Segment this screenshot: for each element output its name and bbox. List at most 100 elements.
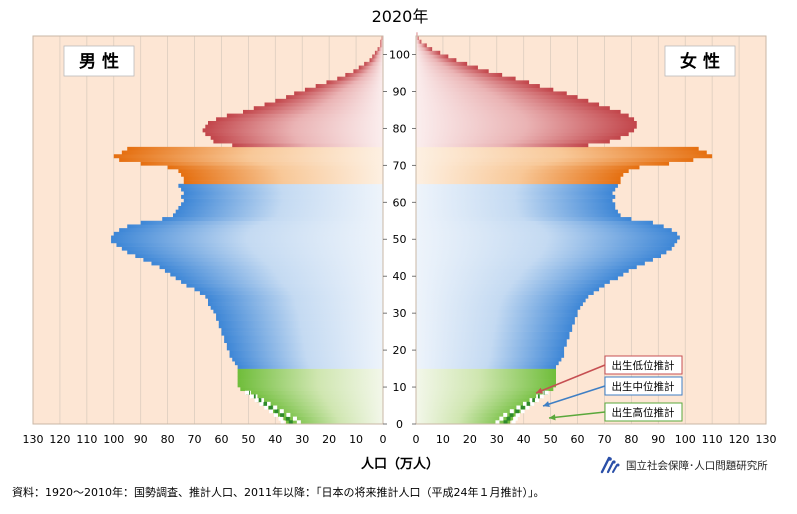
male-fan-low-0 [296, 420, 301, 425]
male-bar-age-102 [380, 43, 383, 48]
male-bar-age-92 [326, 80, 383, 85]
y-tick-label-30: 30 [393, 307, 407, 320]
female-bar-age-77 [416, 135, 621, 140]
female-bar-age-99 [416, 54, 449, 59]
female-bar-age-5 [416, 401, 532, 406]
male-bar-age-55 [162, 217, 383, 222]
male-bar-age-17 [232, 357, 383, 362]
female-bar-age-67 [416, 172, 624, 177]
male-bar-age-15 [237, 364, 383, 369]
male-fan-mid-1 [285, 416, 290, 421]
female-bar-age-37 [416, 283, 605, 288]
legend-arrow-1 [542, 385, 606, 407]
female-bar-age-15 [416, 364, 556, 369]
female-fan-mid-0 [503, 420, 508, 425]
male-bar-age-45 [135, 254, 383, 259]
male-bar-age-5 [261, 401, 383, 406]
male-bar-age-95 [353, 69, 383, 74]
female-bar-age-95 [416, 69, 489, 74]
x-tick-left-120: 120 [49, 433, 70, 446]
male-bar-age-68 [178, 169, 383, 174]
projection-fans [245, 390, 549, 425]
male-fan-low-4 [273, 405, 278, 410]
x-tick-right-0: 0 [413, 433, 420, 446]
male-fan-mid-0 [288, 420, 293, 425]
male-bar-age-0 [286, 420, 383, 425]
female-bar-age-48 [416, 242, 675, 247]
male-bar-age-64 [178, 183, 383, 188]
female-bar-age-27 [416, 320, 575, 325]
male-bar-age-77 [210, 135, 383, 140]
organization-logo-icon [600, 456, 620, 474]
male-bar-age-30 [213, 309, 383, 314]
male-bar-age-98 [369, 58, 383, 63]
female-bar-age-25 [416, 327, 573, 332]
female-bar-age-73 [416, 150, 707, 155]
female-bar-age-30 [416, 309, 578, 314]
x-tick-right-90: 90 [651, 433, 665, 446]
female-bar-age-26 [416, 324, 573, 329]
x-tick-left-90: 90 [134, 433, 148, 446]
x-tick-left-100: 100 [103, 433, 124, 446]
female-bar-age-105 [416, 32, 418, 37]
male-bar-age-43 [151, 261, 383, 266]
female-bar-age-14 [416, 368, 556, 373]
female-fan-high-2 [515, 412, 520, 417]
female-panel-label-box: 女 性 [664, 45, 736, 77]
female-fan-low-1 [499, 416, 504, 421]
x-tick-left-80: 80 [161, 433, 175, 446]
male-fan-mid-5 [263, 401, 268, 406]
y-tick-label-50: 50 [393, 233, 407, 246]
female-bar-age-34 [416, 294, 589, 299]
female-bar-age-39 [416, 276, 618, 281]
male-bar-age-66 [183, 176, 383, 181]
female-bar-age-76 [416, 139, 610, 144]
y-tick-label-0: 0 [396, 418, 403, 431]
female-fan-low-6 [529, 398, 534, 403]
y-tick-label-70: 70 [393, 159, 407, 172]
male-bar-age-4 [267, 405, 383, 410]
male-fan-high-0 [280, 420, 285, 425]
male-bar-age-97 [364, 61, 383, 66]
left-plot-frame [32, 35, 384, 425]
x-axis-ticks-left: 130 120 110 100 90 80 70 60 50 40 30 20 10 0 [23, 433, 387, 446]
male-bar-age-100 [374, 50, 383, 55]
female-bar-age-81 [416, 120, 637, 125]
female-bar-age-46 [416, 250, 667, 255]
female-bar-age-45 [416, 254, 661, 259]
x-tick-left-70: 70 [188, 433, 202, 446]
male-bar-age-3 [272, 409, 383, 414]
female-bar-age-41 [416, 268, 629, 273]
x-tick-left-10: 10 [349, 433, 363, 446]
male-fan-high-1 [278, 416, 283, 421]
legend-label-1: 出生中位推計 [612, 380, 675, 393]
male-bar-age-99 [372, 54, 383, 59]
y-tick-label-100: 100 [389, 48, 410, 61]
y-tick-label-40: 40 [393, 270, 407, 283]
female-bar-age-13 [416, 372, 556, 377]
female-bar-age-90 [416, 87, 554, 92]
x-tick-right-80: 80 [624, 433, 638, 446]
male-bar-age-69 [167, 165, 383, 170]
female-bar-age-3 [416, 409, 521, 414]
female-bar-age-103 [416, 39, 422, 44]
female-fan-high-4 [525, 405, 530, 410]
x-tick-right-130: 130 [756, 433, 777, 446]
male-bar-age-62 [183, 191, 383, 196]
x-tick-right-20: 20 [463, 433, 477, 446]
female-panel-label: 女 性 [680, 51, 720, 72]
source-note: 資料：1920～2010年：国勢調査、推計人口、2011年以降：「日本の将来推計… [12, 486, 545, 499]
female-fan-high-7 [539, 394, 544, 399]
female-bar-age-97 [416, 61, 468, 66]
female-fan-mid-4 [520, 405, 525, 410]
female-bar-age-70 [416, 161, 670, 166]
female-bar-age-44 [416, 257, 653, 262]
male-fan-high-3 [269, 409, 274, 414]
female-bar-age-7 [416, 394, 543, 399]
male-bar-age-20 [226, 346, 383, 351]
female-bar-age-79 [416, 128, 635, 133]
female-bar-age-51 [416, 231, 678, 236]
right-plot-frame [415, 35, 767, 425]
